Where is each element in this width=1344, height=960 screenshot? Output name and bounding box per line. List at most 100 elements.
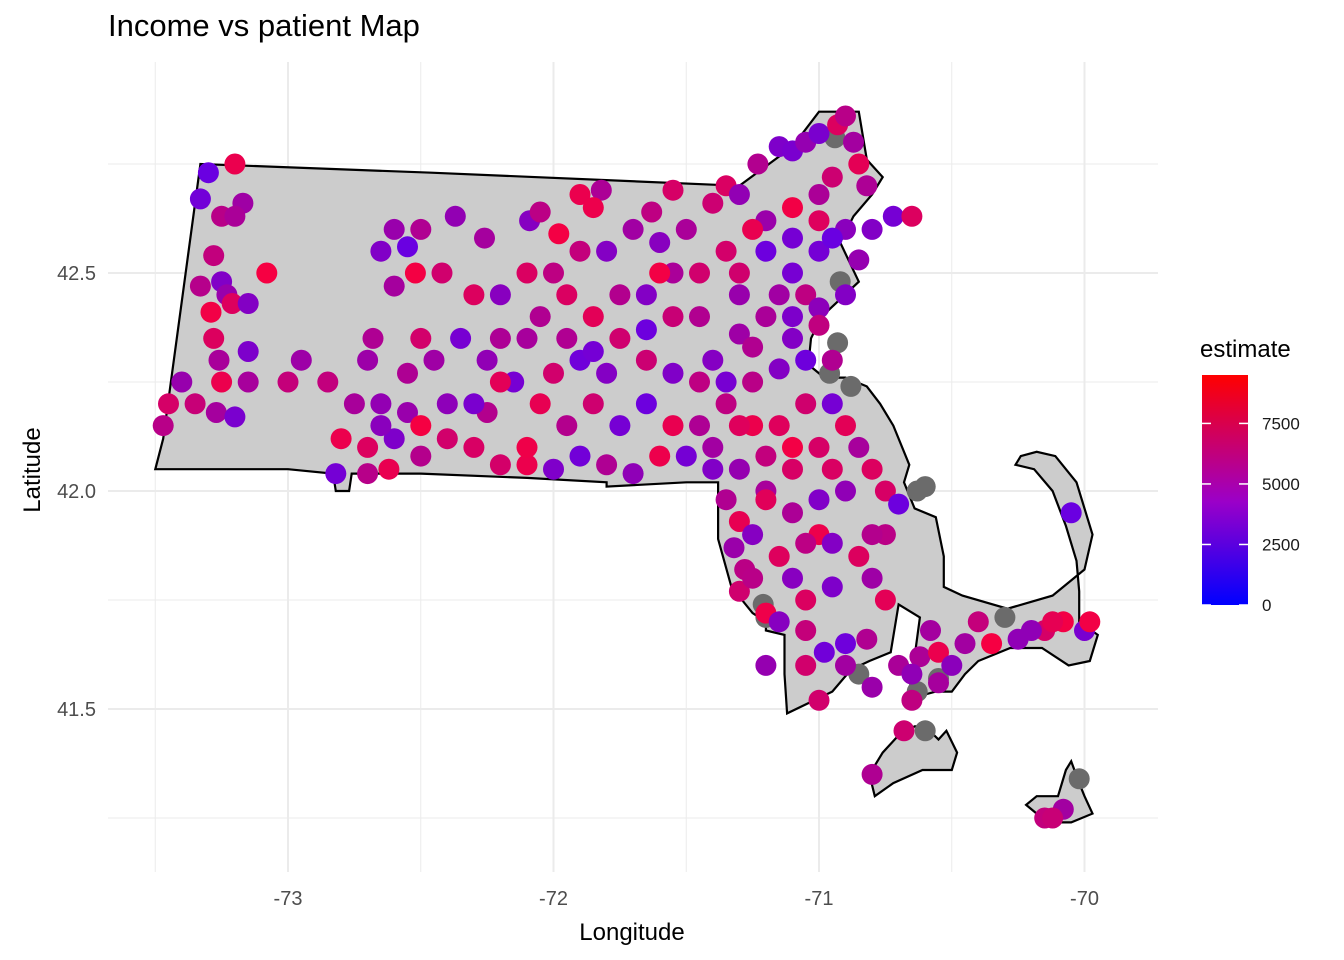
estimate-point [874, 589, 896, 611]
estimate-point [689, 415, 710, 437]
x-tick-label: -70 [1070, 888, 1099, 910]
estimate-point [675, 445, 697, 467]
estimate-point [436, 428, 458, 450]
estimate-point [582, 393, 604, 415]
estimate-point [689, 306, 710, 328]
y-tick-label: 42.5 [57, 263, 96, 285]
estimate-point [596, 240, 618, 262]
estimate-point [635, 319, 657, 341]
estimate-point [463, 393, 485, 415]
estimate-point [489, 284, 511, 306]
estimate-point [582, 341, 604, 362]
estimate-point [808, 123, 830, 144]
estimate-point [909, 646, 931, 668]
estimate-point [981, 633, 1003, 655]
estimate-point [941, 654, 963, 676]
estimate-point [635, 284, 657, 306]
estimate-point [463, 284, 485, 306]
estimate-point [489, 454, 511, 476]
legend-colorbar [1202, 375, 1248, 605]
estimate-point [861, 763, 883, 785]
estimate-point [205, 402, 227, 423]
estimate-point [383, 428, 405, 450]
estimate-point [861, 676, 883, 698]
estimate-point [516, 327, 538, 349]
estimate-point [529, 306, 551, 328]
legend-ticks: 0 2500 5000 7500 [1202, 414, 1300, 615]
estimate-point [882, 205, 904, 227]
estimate-point [641, 201, 663, 223]
estimate-point [808, 314, 830, 336]
estimate-point [813, 641, 835, 663]
estimate-point [397, 402, 418, 423]
estimate-point [835, 284, 856, 306]
na-point [914, 720, 936, 742]
estimate-point [423, 349, 445, 371]
region-mainland [153, 110, 1100, 716]
estimate-point [874, 480, 896, 502]
estimate-point [835, 415, 856, 437]
y-tick-label: 42.0 [57, 481, 96, 503]
estimate-point [702, 349, 724, 371]
estimate-point [1020, 620, 1042, 641]
estimate-point [835, 654, 856, 676]
estimate-point [768, 545, 790, 567]
estimate-point [635, 349, 657, 371]
estimate-point [189, 188, 211, 210]
estimate-point [330, 428, 352, 450]
estimate-point [755, 306, 777, 328]
legend-tick-label: 2500 [1262, 535, 1300, 554]
x-tick-label: -73 [274, 888, 303, 910]
estimate-point [1060, 502, 1082, 524]
estimate-point [901, 663, 923, 685]
estimate-point [835, 105, 856, 127]
estimate-point [649, 262, 671, 284]
estimate-point [516, 454, 538, 476]
estimate-point [622, 218, 644, 240]
estimate-point [768, 358, 790, 380]
estimate-point [755, 445, 777, 467]
estimate-point [357, 349, 379, 371]
estimate-point [197, 162, 219, 184]
estimate-point [728, 511, 750, 532]
estimate-point [556, 327, 578, 349]
estimate-point [821, 166, 843, 188]
legend-tick-label: 7500 [1262, 414, 1300, 433]
estimate-point [211, 371, 233, 393]
estimate-point [808, 240, 830, 262]
estimate-point [782, 227, 803, 249]
estimate-point [410, 445, 432, 467]
estimate-point [742, 524, 764, 546]
estimate-point [795, 532, 817, 554]
estimate-point [444, 205, 466, 227]
x-tick-label: -72 [539, 888, 568, 910]
estimate-point [1079, 611, 1101, 633]
data-points [152, 105, 1101, 829]
estimate-point [782, 327, 803, 349]
estimate-point [410, 218, 432, 240]
estimate-point [171, 371, 193, 393]
estimate-point [861, 524, 883, 546]
estimate-point [755, 654, 777, 676]
estimate-point [808, 297, 830, 319]
estimate-point [728, 284, 750, 306]
estimate-point [742, 567, 764, 589]
estimate-point [529, 201, 551, 223]
legend-tick-label: 5000 [1262, 475, 1300, 494]
x-tick-label: -71 [805, 888, 834, 910]
color-legend: estimate 0 2500 5000 7500 [1200, 336, 1300, 615]
estimate-point [596, 454, 618, 476]
estimate-point [795, 654, 817, 676]
estimate-point [474, 227, 495, 249]
estimate-point [675, 218, 697, 240]
estimate-point [782, 262, 803, 284]
estimate-point [821, 349, 843, 371]
estimate-point [861, 458, 883, 480]
estimate-point [556, 284, 578, 306]
estimate-point [317, 371, 339, 393]
estimate-point [728, 184, 750, 205]
y-tick-label: 41.5 [57, 699, 96, 721]
estimate-point [782, 197, 803, 219]
estimate-point [450, 327, 472, 349]
